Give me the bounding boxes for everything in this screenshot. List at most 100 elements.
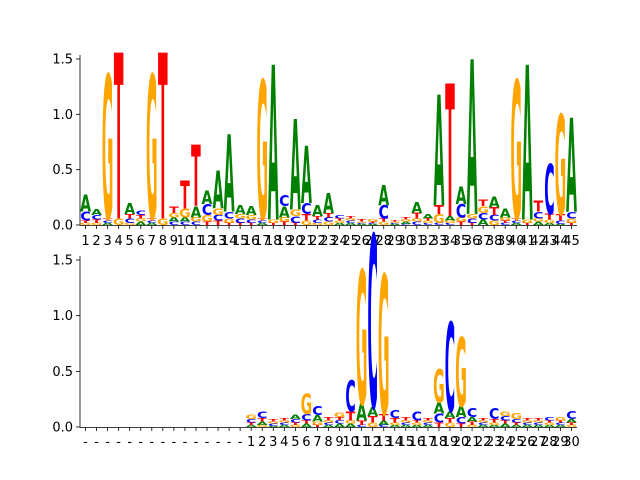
logo-letter-C: C — [246, 419, 257, 424]
logo-letter-G: G — [433, 361, 445, 414]
logo-letter-A: A — [511, 223, 522, 226]
logo-letter-A: A — [367, 224, 378, 226]
logo-letter-C: C — [356, 425, 366, 428]
logo-letter-C: C — [533, 422, 543, 425]
x-tick-label: 23 — [486, 435, 503, 450]
logo-letter-G: G — [499, 410, 511, 417]
logo-letter-G: G — [522, 420, 534, 423]
logo-letter-G: G — [201, 213, 213, 224]
logo-letter-C: C — [213, 213, 223, 222]
logo-letter-C: C — [345, 372, 355, 422]
x-tick-label: 18 — [431, 435, 448, 450]
logo-letter-A: A — [533, 425, 544, 428]
logo-letter-T: T — [180, 173, 190, 218]
logo-letter-A: A — [279, 425, 290, 428]
y-tick-label: 0.5 — [52, 163, 73, 178]
x-tick-label: - — [83, 435, 88, 450]
x-tick-label: 27 — [530, 435, 547, 450]
logo-letter-C: C — [544, 150, 554, 230]
x-tick-label: 41 — [519, 234, 536, 249]
x-tick-label: 13 — [375, 435, 392, 450]
logo-letter-T: T — [445, 417, 455, 424]
logo-letter-C: C — [356, 223, 366, 225]
x-tick-label: 21 — [464, 435, 481, 450]
logo-letter-C: C — [345, 220, 355, 223]
logo-letter-G: G — [80, 223, 92, 226]
logo-letter-T: T — [302, 212, 313, 223]
logo-letter-C: C — [445, 299, 455, 441]
logo-letter-G: G — [323, 221, 335, 226]
logo-letter-G: G — [422, 220, 434, 223]
logo-letter-C: C — [522, 422, 532, 425]
x-tick-label: 9 — [170, 234, 178, 249]
logo-letter-G: G — [245, 214, 257, 221]
logo-letter-C: C — [136, 209, 146, 216]
logo-letter-C: C — [478, 422, 488, 425]
logo-letter-A: A — [489, 194, 501, 212]
logo-letter-A: A — [235, 204, 247, 218]
logo-letter-G: G — [334, 411, 346, 418]
logo-letter-G: G — [488, 422, 500, 425]
logo-letter-T: T — [401, 416, 412, 421]
x-tick-label: 25 — [342, 234, 359, 249]
logo-letter-A: A — [522, 23, 533, 270]
logo-letter-T: T — [567, 223, 577, 226]
logo-letter-G: G — [312, 223, 324, 226]
logo-letter-A: A — [378, 419, 390, 426]
x-tick-label: 6 — [137, 234, 145, 249]
logo-letter-T: T — [235, 223, 245, 226]
x-tick-label: - — [105, 435, 110, 450]
x-tick-label: 22 — [309, 234, 326, 249]
logo-letter-C: C — [257, 410, 267, 421]
logo-letter-G: G — [323, 420, 335, 423]
logo-letter-T: T — [346, 216, 356, 219]
x-tick-label: 38 — [486, 234, 503, 249]
logo-letter-A: A — [191, 204, 203, 222]
logo-letter-T: T — [268, 223, 278, 226]
logo-letter-C: C — [544, 416, 555, 421]
x-tick-label: 30 — [563, 435, 580, 450]
logo-letter-T: T — [169, 204, 180, 215]
x-tick-label: 10 — [342, 435, 359, 450]
logo-letter-T: T — [401, 217, 411, 220]
logo-letter-T: T — [522, 418, 532, 421]
logo-letter-G: G — [533, 420, 545, 423]
x-tick-label: 26 — [519, 435, 536, 450]
logo-letter-T: T — [423, 218, 433, 221]
x-tick-label: - — [227, 435, 232, 450]
x-tick-label: - — [127, 435, 132, 450]
logo-letter-T: T — [500, 220, 510, 223]
logo-letter-G: G — [378, 237, 390, 458]
logo-letter-G: G — [555, 87, 567, 246]
logo-letter-C: C — [434, 412, 444, 426]
x-tick-label: 4 — [115, 234, 123, 249]
logo-letter-G: G — [566, 217, 578, 224]
logo-letter-T: T — [500, 420, 511, 425]
logo-letter-T: T — [158, 7, 168, 272]
x-tick-label: 3 — [269, 435, 277, 450]
logo-letter-G: G — [444, 220, 456, 223]
x-tick-label: - — [205, 435, 210, 450]
logo-letter-T: T — [522, 223, 532, 226]
logo-letter-A: A — [213, 161, 224, 221]
logo-letter-T: T — [324, 212, 334, 219]
x-tick-label: - — [216, 435, 221, 450]
logo-letter-C: C — [445, 223, 455, 226]
logo-letter-T: T — [324, 416, 335, 421]
logo-letter-C: C — [478, 211, 488, 222]
logo-letter-T: T — [390, 220, 400, 222]
x-tick-label: 6 — [302, 435, 310, 450]
y-tick-label: 0.0 — [52, 421, 73, 436]
logo-letter-T: T — [467, 421, 478, 426]
logo-letter-A: A — [246, 205, 258, 219]
x-tick-label: 5 — [126, 234, 134, 249]
logo-letter-C: C — [566, 409, 576, 422]
logo-letter-G: G — [256, 425, 268, 428]
logo-letter-G: G — [223, 217, 235, 224]
logo-letter-A: A — [445, 410, 457, 421]
logo-letter-C: C — [191, 221, 202, 226]
logo-letter-A: A — [257, 223, 268, 226]
x-tick-label: 20 — [287, 234, 304, 249]
logo-letter-T: T — [368, 414, 379, 425]
x-tick-label: 37 — [475, 234, 492, 249]
